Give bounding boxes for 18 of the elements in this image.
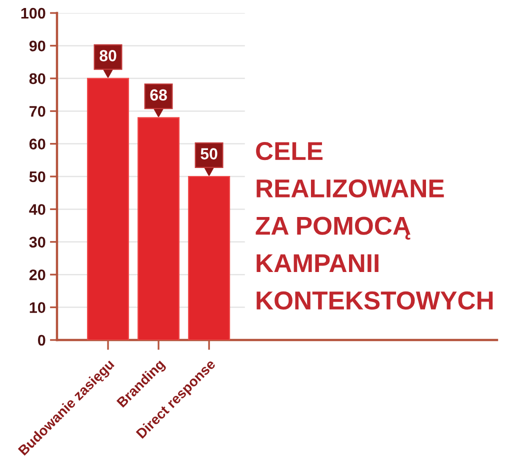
data-label: 68 — [150, 89, 167, 101]
y-tick-label: 90 — [29, 40, 46, 52]
y-tick-label: 10 — [30, 302, 46, 313]
y-tick-label: 30 — [29, 236, 46, 248]
y-tick-label: 40 — [29, 204, 46, 215]
bar — [188, 176, 230, 340]
y-tick-label: 20 — [29, 269, 46, 280]
y-tick-label: 0 — [38, 334, 46, 346]
data-label: 50 — [200, 148, 218, 160]
bar — [138, 117, 180, 340]
y-tick-label: 70 — [30, 106, 46, 117]
y-tick-label: 60 — [29, 138, 46, 150]
text: CELE REALIZOWANE ZA POMOCĄ KAMPANII KONTEKSTOWYCH — [256, 142, 493, 310]
y-tick-label: 50 — [29, 171, 46, 182]
data-label: 80 — [100, 50, 116, 62]
bar — [87, 78, 130, 340]
y-tick-label: 100 — [21, 8, 46, 19]
y-tick-label: 80 — [29, 73, 46, 84]
